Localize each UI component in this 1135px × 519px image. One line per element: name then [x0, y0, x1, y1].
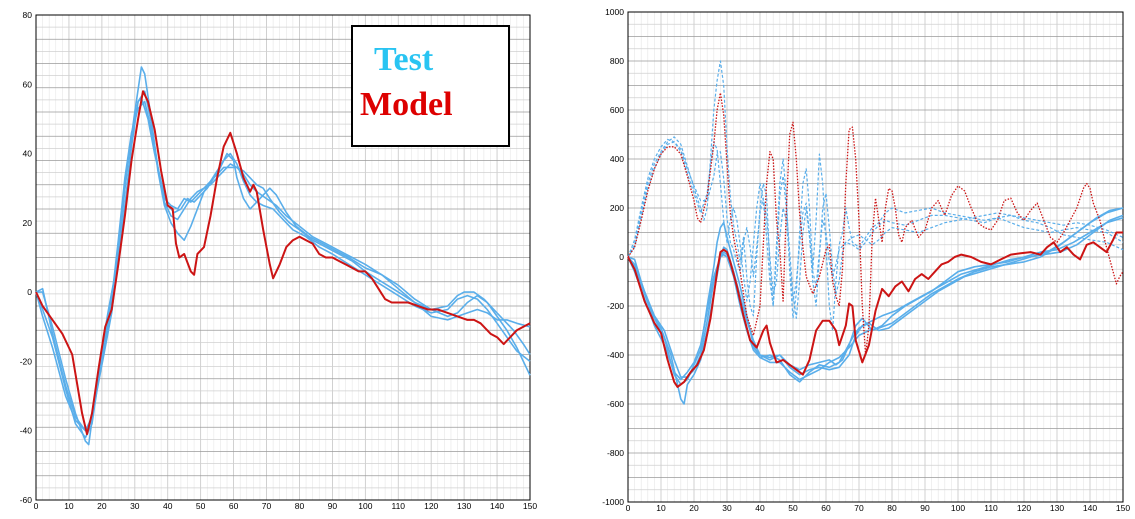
chart-legend: Test Model	[351, 25, 510, 147]
y-tick-label: -60	[20, 495, 33, 505]
y-tick-label: 20	[23, 218, 33, 228]
x-tick-label: 100	[358, 501, 372, 511]
x-tick-label: 60	[229, 501, 239, 511]
x-tick-label: 60	[821, 503, 831, 513]
x-tick-label: 0	[34, 501, 39, 511]
y-tick-label: 0	[619, 252, 624, 262]
x-tick-label: 150	[523, 501, 537, 511]
y-tick-label: 600	[610, 105, 624, 115]
x-tick-label: 10	[64, 501, 74, 511]
series-line-model-0	[627, 231, 1123, 388]
series-line-model-1	[627, 92, 1124, 356]
x-tick-label: 110	[391, 501, 405, 511]
x-tick-label: 40	[755, 503, 765, 513]
x-tick-label: 20	[689, 503, 699, 513]
y-tick-label: -20	[20, 356, 33, 366]
x-tick-label: 50	[788, 503, 798, 513]
y-tick-label: 40	[23, 149, 33, 159]
x-tick-label: 140	[490, 501, 504, 511]
x-tick-label: 90	[328, 501, 338, 511]
chart-right: 0 10 20 30 40 50 60 70 80 90 100 110 120 130 140 150 -10…	[602, 7, 1130, 513]
x-tick-label: 70	[854, 503, 864, 513]
x-tick-label: 20	[97, 501, 107, 511]
y-tick-label: 400	[610, 154, 624, 164]
series-line-test-8	[627, 141, 1124, 302]
legend-box	[351, 25, 510, 147]
x-tick-label: 130	[1050, 503, 1064, 513]
legend-label-model: Model	[360, 86, 453, 123]
x-tick-label: 80	[295, 501, 305, 511]
x-tick-label: 30	[130, 501, 140, 511]
series-line-test-3	[35, 97, 531, 432]
series-line-model-0	[35, 90, 531, 436]
y-tick-label: -600	[607, 399, 624, 409]
y-tick-label: 200	[610, 203, 624, 213]
y-tick-label: -800	[607, 448, 624, 458]
y-tick-label: -400	[607, 350, 624, 360]
x-tick-label: 30	[722, 503, 732, 513]
plot-frame	[35, 14, 531, 501]
x-tick-label: 130	[457, 501, 471, 511]
y-tick-label: 60	[23, 79, 33, 89]
x-tick-label: 10	[656, 503, 666, 513]
x-tick-label: 40	[163, 501, 173, 511]
x-tick-label: 120	[1017, 503, 1031, 513]
legend-label-test: Test	[374, 41, 434, 78]
y-tick-label: -40	[20, 426, 33, 436]
y-tick-label: -200	[607, 301, 624, 311]
x-tick-label: 100	[951, 503, 965, 513]
chart-left: 0 10 20 30 40 50 60 70 80 90 100 110 120 130 140 150 -60…	[20, 10, 538, 511]
series-line-test-4	[35, 100, 531, 432]
x-tick-label: 50	[196, 501, 206, 511]
x-tick-label: 110	[984, 503, 998, 513]
x-tick-label: 70	[262, 501, 272, 511]
y-tick-label: 0	[27, 287, 32, 297]
x-tick-label: 150	[1116, 503, 1130, 513]
x-tick-label: 120	[424, 501, 438, 511]
y-tick-label: -1000	[602, 497, 624, 507]
x-tick-label: 140	[1083, 503, 1097, 513]
series-line-test-3	[627, 207, 1124, 386]
series-line-test-2	[627, 217, 1124, 405]
series-line-test-6	[627, 60, 1124, 332]
x-tick-label: 80	[887, 503, 897, 513]
y-tick-label: 80	[23, 10, 33, 20]
x-tick-label: 0	[626, 503, 631, 513]
series-line-test-7	[627, 138, 1124, 319]
y-tick-label: 1000	[605, 7, 624, 17]
x-tick-label: 90	[920, 503, 930, 513]
y-tick-label: 800	[610, 56, 624, 66]
